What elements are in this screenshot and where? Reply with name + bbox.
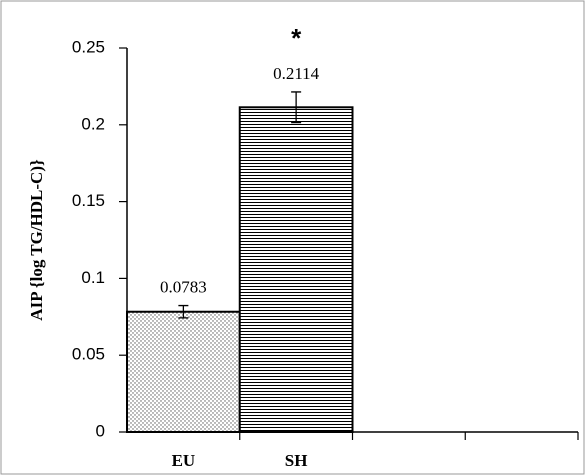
y-axis-label: AIP {log TG/HDL-C)}	[27, 159, 46, 321]
annotation: *	[291, 23, 302, 53]
value-label: 0.0783	[160, 277, 207, 296]
y-tick-label: 0.15	[72, 191, 105, 210]
bar	[238, 106, 354, 433]
bar	[126, 310, 241, 433]
y-tick-label: 0.2	[81, 114, 105, 133]
y-tick-label: 0.05	[72, 345, 105, 364]
error-bar	[178, 304, 189, 319]
x-tick-label: SH	[285, 451, 308, 470]
y-tick-label: 0.1	[81, 268, 105, 287]
y-tick-label: 0	[96, 421, 105, 440]
y-tick-label: 0.25	[72, 37, 105, 56]
error-bar	[291, 91, 302, 124]
x-tick-label: EU	[172, 451, 196, 470]
value-label: 0.2114	[273, 64, 320, 83]
